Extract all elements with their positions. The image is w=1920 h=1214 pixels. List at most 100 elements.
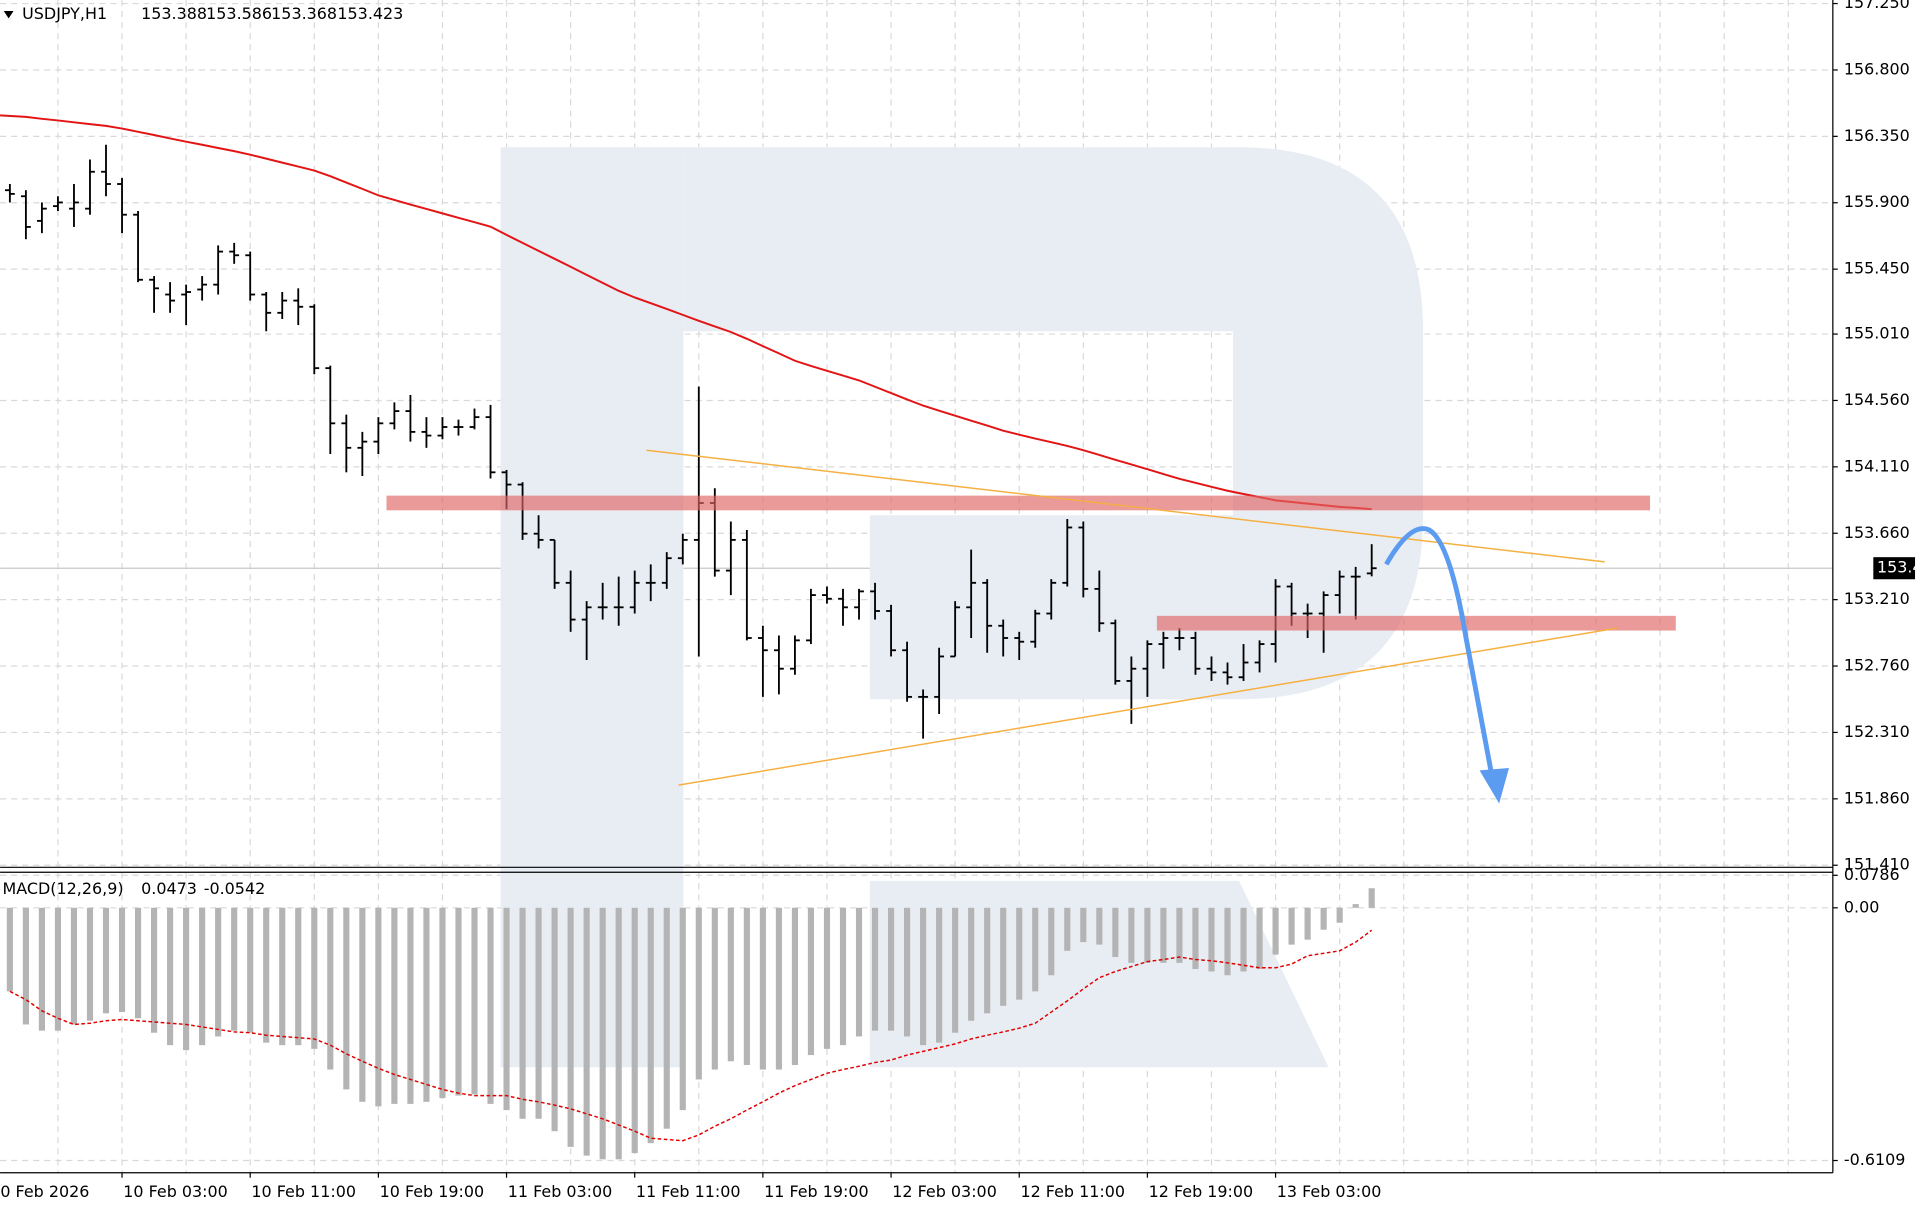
watermark-stem xyxy=(500,147,684,1068)
macd-bar xyxy=(1080,907,1087,943)
macd-bar xyxy=(231,907,238,1031)
macd-bar xyxy=(1240,907,1247,972)
macd-bar xyxy=(118,907,126,1013)
y-tick-label: 152.310 xyxy=(1844,722,1910,741)
macd-bar xyxy=(1096,907,1103,945)
y-tick-label: 154.560 xyxy=(1844,390,1910,409)
macd-bar xyxy=(407,907,414,1104)
watermark-bowl xyxy=(683,147,1424,700)
macd-bar xyxy=(519,907,526,1119)
macd-bar xyxy=(1352,904,1359,908)
macd-bar xyxy=(199,907,206,1046)
macd-bar xyxy=(183,907,190,1051)
macd-value: 0.0473 xyxy=(141,879,197,898)
macd-bar xyxy=(631,907,638,1154)
macd-bar xyxy=(807,907,815,1056)
macd-signal xyxy=(9,929,1373,1142)
macd-bar xyxy=(1304,907,1311,940)
macd-bar xyxy=(263,907,270,1043)
macd-bar xyxy=(1256,907,1263,970)
x-tick-label: 12 Feb 03:00 xyxy=(892,1182,997,1201)
ohlc-high: 153.586 xyxy=(206,4,272,23)
annotations xyxy=(386,449,1676,804)
y-tick-label: 155.450 xyxy=(1844,259,1910,278)
macd-bar xyxy=(855,907,863,1037)
macd-bar xyxy=(1288,907,1295,945)
trendline-upper xyxy=(646,449,1605,563)
macd-bar xyxy=(599,907,606,1160)
macd-bar xyxy=(1112,907,1119,958)
macd-bar xyxy=(86,907,94,1021)
plot xyxy=(0,114,1377,1160)
macd-signal-value: -0.0542 xyxy=(204,879,266,898)
x-tick-label: 10 Feb 19:00 xyxy=(380,1182,485,1201)
y-tick-label: 157.250 xyxy=(1844,0,1910,12)
macd-bar xyxy=(22,907,29,1025)
macd-bar xyxy=(1176,907,1183,963)
macd-bar xyxy=(1144,907,1151,963)
macd-bar xyxy=(295,907,302,1046)
macd-bar xyxy=(920,907,927,1046)
macd-bar xyxy=(968,907,975,1021)
y-tick-label: 153.660 xyxy=(1844,523,1910,542)
macd-bar xyxy=(551,907,558,1132)
macd-bar xyxy=(952,907,959,1033)
macd-bar xyxy=(1272,907,1279,955)
macd-bar xyxy=(1000,907,1007,1006)
macd-bar xyxy=(471,907,478,1095)
macd-bar xyxy=(487,907,494,1104)
moving-average xyxy=(0,114,1372,511)
macd-bar xyxy=(679,907,686,1111)
macd-bar xyxy=(1048,907,1055,976)
macd-bar xyxy=(535,907,542,1119)
macd-bar xyxy=(615,907,622,1160)
y-tick-label: 156.800 xyxy=(1844,59,1910,78)
macd-bar xyxy=(663,907,670,1129)
macd-bar xyxy=(1032,907,1039,992)
macd-bar xyxy=(647,907,654,1144)
macd-bar xyxy=(503,907,510,1111)
macd-bar xyxy=(167,907,174,1046)
y-tick-label: 152.760 xyxy=(1844,656,1910,675)
macd-bar xyxy=(984,907,991,1014)
y-tick-label: -0.6109 xyxy=(1844,1150,1906,1169)
y-tick-label: 0.00 xyxy=(1844,897,1880,916)
macd-bar xyxy=(871,907,879,1031)
macd-bar xyxy=(151,907,158,1033)
macd-bar xyxy=(1224,907,1231,976)
x-tick-label: 10 Feb 11:00 xyxy=(251,1182,356,1201)
dropdown-icon[interactable] xyxy=(3,11,14,19)
macd-bar xyxy=(455,907,462,1096)
macd-bar xyxy=(359,907,366,1102)
macd-bar xyxy=(391,907,398,1104)
price-label: 153.423 xyxy=(1877,558,1920,577)
macd-bar xyxy=(1160,907,1167,963)
macd-bar xyxy=(1128,907,1135,963)
macd-bar xyxy=(791,907,798,1065)
macd-bar xyxy=(887,907,895,1031)
x-tick-label: 11 Feb 19:00 xyxy=(764,1182,869,1201)
macd-bar xyxy=(343,907,350,1090)
macd-bar xyxy=(327,907,334,1070)
macd-bar xyxy=(311,907,318,1049)
macd-bar xyxy=(839,907,847,1046)
price-label-box xyxy=(1873,557,1916,580)
macd-bar xyxy=(215,907,222,1037)
resistance-zone xyxy=(386,495,1651,511)
forecast-arrowhead xyxy=(1479,767,1509,804)
symbol: USDJPY,H1 xyxy=(22,4,107,23)
macd-bar xyxy=(1064,907,1071,951)
macd-bar xyxy=(1208,907,1215,972)
macd-bar xyxy=(727,907,734,1062)
macd-bar xyxy=(567,907,574,1147)
macd-title: MACD(12,26,9) xyxy=(3,879,124,898)
ohlc-low: 153.368 xyxy=(271,4,337,23)
macd-bar xyxy=(583,907,590,1156)
macd-bar xyxy=(1336,907,1343,923)
frame xyxy=(0,0,1834,1174)
macd-bar xyxy=(247,907,254,1033)
macd-bar xyxy=(1368,888,1375,908)
ohlc-open: 153.388 xyxy=(141,4,207,23)
trendline-lower xyxy=(678,627,1618,786)
